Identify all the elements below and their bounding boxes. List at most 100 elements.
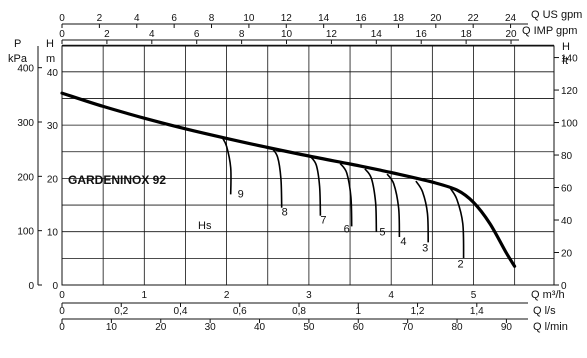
lmin-tick-label: 20 xyxy=(155,322,167,333)
bottom-axes: 0 1 2 3 4 50 0,2 0,4 0,6 0,8 1 1,2 1,40 10 20 30 40 50 60 7… xyxy=(59,290,528,333)
suction-curve-2 xyxy=(449,188,465,259)
us-gpm-tick-label: 20 xyxy=(430,13,442,24)
imp-gpm-tick-label: 2 xyxy=(104,29,110,40)
us-gpm-tick-label: 22 xyxy=(468,13,480,24)
suction-curve-6 xyxy=(339,162,353,227)
us-gpm-tick-label: 6 xyxy=(171,13,177,24)
curves: 9 8 7 6 5 4 3 2 xyxy=(60,91,517,270)
imp-gpm-tick-label: 10 xyxy=(281,29,293,40)
us-gpm-tick-label: 12 xyxy=(281,13,293,24)
ls-tick-label: 0 xyxy=(59,306,65,317)
top-axes: 0 2 4 6 8 10 12 14 16 18 20 22 240 2 4 6 8 10 12 14 16 18 20 xyxy=(59,13,528,44)
lmin-tick-label: 0 xyxy=(59,322,65,333)
chart-title: GARDENINOX 92 xyxy=(68,173,166,187)
lmin-tick-label: 70 xyxy=(402,322,414,333)
lmin-tick-label: 90 xyxy=(501,322,513,333)
x-ls-title: Q l/s xyxy=(533,305,556,317)
m-tick-label: 20 xyxy=(47,174,59,185)
m3h-tick-label: 2 xyxy=(224,290,230,301)
kpa-tick-label: 300 xyxy=(17,118,34,129)
right-axis: 0 20 40 60 80 100 120 140 xyxy=(554,54,578,292)
us-gpm-tick-label: 10 xyxy=(243,13,255,24)
imp-gpm-tick-label: 14 xyxy=(371,29,383,40)
ls-tick-label: 0,4 xyxy=(174,306,188,317)
us-gpm-tick-label: 2 xyxy=(97,13,103,24)
m3h-tick-label: 1 xyxy=(142,290,148,301)
imp-gpm-tick-label: 8 xyxy=(239,29,245,40)
m3h-tick-label: 3 xyxy=(306,290,312,301)
lmin-tick-label: 40 xyxy=(254,322,266,333)
us-gpm-tick-label: 8 xyxy=(209,13,215,24)
m-tick-label: 30 xyxy=(47,121,59,132)
ft-tick-label: 40 xyxy=(561,216,573,227)
m3h-tick-label: 5 xyxy=(471,290,477,301)
us-gpm-tick-label: 0 xyxy=(59,13,65,24)
ft-tick-label: 80 xyxy=(561,151,573,162)
imp-gpm-tick-label: 4 xyxy=(149,29,155,40)
lmin-tick-label: 60 xyxy=(353,322,365,333)
ls-tick-label: 0,2 xyxy=(114,306,128,317)
suction-curve-9 xyxy=(221,137,232,195)
kpa-tick-label: 200 xyxy=(17,172,34,183)
lmin-tick-label: 50 xyxy=(303,322,315,333)
suction-curve-label: 8 xyxy=(282,207,288,219)
suction-curve-label: 3 xyxy=(422,242,428,254)
y-kpa-unit: kPa xyxy=(8,53,28,65)
performance-curve xyxy=(60,91,517,268)
kpa-tick-label: 0 xyxy=(28,281,34,292)
lmin-tick-label: 30 xyxy=(205,322,217,333)
hs-label: Hs xyxy=(198,220,212,232)
m-tick-label: 10 xyxy=(47,228,59,239)
imp-gpm-tick-label: 16 xyxy=(416,29,428,40)
ft-tick-label: 100 xyxy=(561,119,578,130)
suction-curve-3 xyxy=(415,180,429,243)
ft-tick-label: 120 xyxy=(561,86,578,97)
y-ft-title: H xyxy=(562,41,570,53)
lmin-tick-label: 80 xyxy=(451,322,463,333)
ls-tick-label: 1 xyxy=(355,306,361,317)
ft-tick-label: 0 xyxy=(561,281,567,292)
suction-curve-5 xyxy=(364,168,378,232)
us-gpm-tick-label: 4 xyxy=(134,13,140,24)
m3h-tick-label: 0 xyxy=(59,290,65,301)
m3h-tick-label: 4 xyxy=(388,290,394,301)
m-tick-label: 40 xyxy=(47,68,59,79)
m-tick-label: 0 xyxy=(52,281,58,292)
imp-gpm-tick-label: 18 xyxy=(461,29,473,40)
imp-gpm-tick-label: 0 xyxy=(59,29,65,40)
y-ft-unit: ft xyxy=(562,55,568,67)
plot-frame xyxy=(61,45,555,286)
imp-gpm-tick-label: 20 xyxy=(505,29,517,40)
x-impgpm-title: Q IMP gpm xyxy=(522,25,577,37)
ft-tick-label: 140 xyxy=(561,54,578,65)
imp-gpm-tick-label: 6 xyxy=(194,29,200,40)
ls-tick-label: 0,6 xyxy=(233,306,247,317)
suction-curve-4 xyxy=(386,173,401,238)
ls-tick-label: 1,2 xyxy=(411,306,425,317)
suction-curve-label: 4 xyxy=(400,236,406,248)
ft-tick-label: 60 xyxy=(561,184,573,195)
y-m-unit: m xyxy=(46,53,55,65)
suction-curve-label: 5 xyxy=(379,227,385,239)
x-usgpm-title: Q US gpm xyxy=(531,9,582,21)
suction-curve-8 xyxy=(271,147,283,208)
suction-curve-label: 2 xyxy=(458,258,464,270)
suction-curve-7 xyxy=(309,156,322,216)
y-kpa-title: P xyxy=(14,38,21,50)
kpa-tick-label: 400 xyxy=(17,64,34,75)
lmin-tick-label: 10 xyxy=(106,322,118,333)
suction-curve-label: 7 xyxy=(320,215,326,227)
grid xyxy=(62,44,554,285)
us-gpm-tick-label: 18 xyxy=(393,13,405,24)
x-m3h-title: Q m³/h xyxy=(531,289,565,301)
us-gpm-tick-label: 14 xyxy=(318,13,330,24)
suction-curve-label: 6 xyxy=(344,223,350,235)
imp-gpm-tick-label: 12 xyxy=(326,29,338,40)
ft-tick-label: 20 xyxy=(561,249,573,260)
x-lmin-title: Q l/min xyxy=(533,321,568,333)
suction-curve-label: 9 xyxy=(238,188,244,200)
us-gpm-tick-label: 24 xyxy=(505,13,517,24)
us-gpm-tick-label: 16 xyxy=(355,13,367,24)
